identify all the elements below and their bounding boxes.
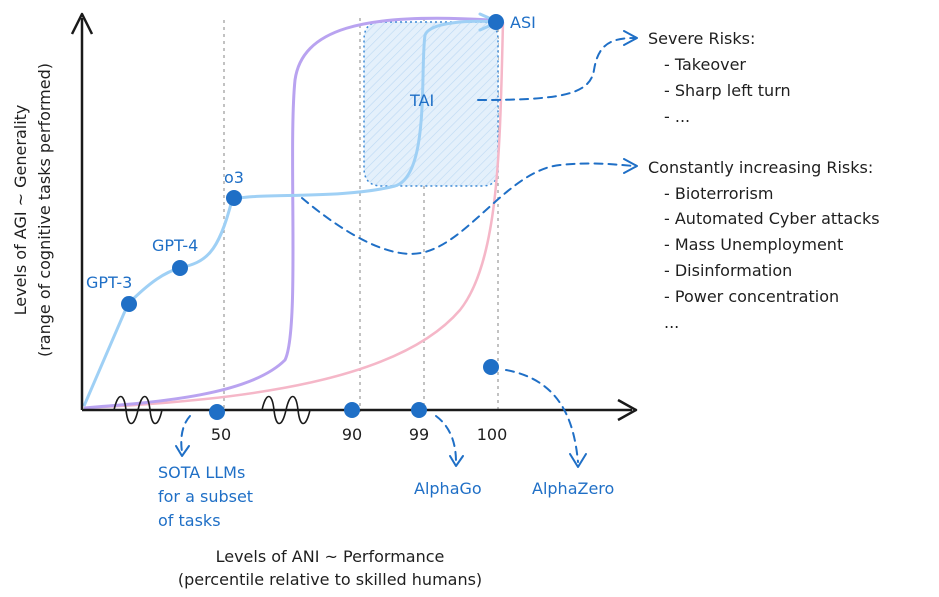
x-axis-title-line1: Levels of ANI ~ Performance (216, 547, 445, 566)
y-axis-title-line2: (range of cognitive tasks performed) (35, 63, 54, 357)
severe-risks-item: - Takeover (664, 55, 746, 74)
gpt3-point (121, 296, 137, 312)
sota-llms-label-line1: SOTA LLMs (158, 463, 245, 482)
purple-curve (83, 16, 491, 410)
severe-risks-item: - ... (664, 107, 690, 126)
y-axis-title-line1: Levels of AGI ~ Generality (11, 105, 30, 316)
axis-break-squiggle-2 (261, 395, 311, 425)
gpt4-label: GPT-4 (152, 236, 198, 255)
y-axis-arrowhead (70, 12, 94, 35)
gpt3-label: GPT-3 (86, 273, 132, 292)
axis-break-squiggle-1 (113, 395, 163, 425)
tai-label: TAI (409, 91, 434, 110)
sota-llms-label-line2: for a subset (158, 487, 253, 506)
x-tick-100: 100 (477, 425, 508, 444)
increasing-risks-item: - Power concentration (664, 287, 839, 306)
increasing-risks-item: - Disinformation (664, 261, 792, 280)
asi-label: ASI (510, 13, 536, 32)
alphago-label: AlphaGo (414, 479, 482, 498)
severe-risks-title: Severe Risks: (648, 29, 755, 48)
sota-llms-label-line3: of tasks (158, 511, 221, 530)
sota-llms-point (209, 404, 225, 420)
point-90 (344, 402, 360, 418)
asi-point (488, 14, 504, 30)
severe-risks-item: - Sharp left turn (664, 81, 791, 100)
tai-region (363, 21, 499, 187)
increasing-risks-arrowhead (623, 158, 638, 174)
increasing-risks-item: - Mass Unemployment (664, 235, 843, 254)
sota-llms-arrowhead (175, 445, 190, 457)
alphazero-label: AlphaZero (532, 479, 614, 498)
alphago-arrowhead (449, 455, 464, 467)
tai-arrowhead (623, 30, 638, 46)
alphazero-point (483, 359, 499, 375)
x-tick-99: 99 (409, 425, 429, 444)
o3-point (226, 190, 242, 206)
increasing-risks-title: Constantly increasing Risks: (648, 158, 873, 177)
o3-to-increasing-risks-arrow (301, 162, 635, 255)
x-tick-90: 90 (342, 425, 362, 444)
alphago-arrow (435, 415, 457, 463)
pink-ani-curve (83, 21, 505, 410)
gpt4-point (172, 260, 188, 276)
increasing-risks-item: - Bioterrorism (664, 184, 773, 203)
sota-llms-arrow (180, 415, 191, 453)
increasing-risks-item: ... (664, 313, 679, 332)
increasing-risks-item: - Automated Cyber attacks (664, 209, 880, 228)
x-axis-title-line2: (percentile relative to skilled humans) (178, 570, 482, 589)
alphago-point (411, 402, 427, 418)
x-axis-arrowhead (617, 398, 638, 422)
alphazero-arrowhead (569, 453, 587, 468)
alphazero-arrow (505, 369, 579, 463)
x-tick-50: 50 (211, 425, 231, 444)
o3-label: o3 (224, 168, 244, 187)
